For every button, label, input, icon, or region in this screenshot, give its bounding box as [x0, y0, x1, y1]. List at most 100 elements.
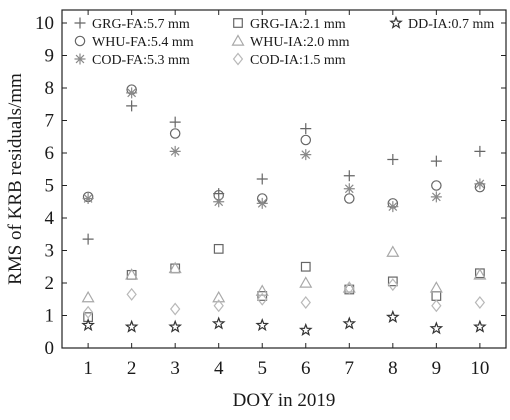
legend-label: GRG-IA:2.1 mm: [250, 17, 346, 32]
data-point-star: [81, 318, 95, 332]
series-circle: [82, 84, 486, 209]
legend-item: DD-IA:0.7 mm: [389, 15, 494, 32]
legend-marker-star: [389, 15, 403, 29]
data-point-circle: [169, 128, 181, 139]
data-point-asterisk: [300, 149, 312, 161]
y-tick-label: 5: [45, 176, 55, 197]
data-point-triangle: [212, 290, 226, 303]
data-point-plus: [82, 233, 94, 245]
data-point-asterisk: [82, 193, 94, 204]
legend-label: WHU-IA:2.0 mm: [250, 35, 350, 50]
data-point-star: [473, 319, 487, 333]
x-tick-label: 3: [170, 358, 180, 379]
data-point-square: [213, 243, 224, 254]
data-point-star: [342, 316, 357, 330]
y-tick-label: 0: [45, 338, 55, 359]
y-tick-label: 7: [45, 111, 55, 132]
plot-frame: [61, 9, 507, 349]
data-point-asterisk: [126, 87, 138, 99]
data-point-triangle: [125, 268, 139, 280]
x-tick-label: 4: [214, 358, 224, 379]
data-point-diamond: [126, 287, 137, 301]
legend-marker-diamond: [232, 52, 244, 66]
data-point-triangle: [429, 281, 443, 293]
data-point-diamond: [170, 302, 181, 316]
y-tick-label: 1: [45, 306, 55, 327]
legend-item: COD-IA:1.5 mm: [232, 52, 346, 68]
legend: GRG-FA:5.7 mm WHU-FA:5.4 mm COD-FA:5.3 mm G…: [74, 15, 494, 68]
data-point-plus: [300, 123, 312, 135]
data-point-star: [385, 309, 400, 323]
legend-marker-triangle: [231, 34, 245, 46]
ticks-layer: 0 1 2 3 4 5 6 7 8 9 10 1 2 3 4 5 6 7 8 9 10: [35, 10, 506, 379]
y-tick-label: 10: [35, 13, 54, 34]
x-tick-label: 7: [345, 358, 355, 379]
data-point-square: [257, 291, 268, 301]
data-point-star: [211, 316, 226, 330]
data-point-plus: [126, 100, 138, 112]
y-axis-title: RMS of KRB residuals/mm: [5, 73, 26, 285]
data-point-circle: [431, 180, 442, 191]
data-point-star: [429, 321, 444, 335]
y-tick-label: 8: [45, 78, 55, 99]
legend-item: GRG-FA:5.7 mm: [74, 17, 190, 32]
data-point-plus: [343, 170, 355, 182]
data-point-diamond: [344, 281, 355, 295]
data-point-asterisk: [474, 178, 486, 190]
data-point-diamond: [257, 292, 268, 306]
data-point-star: [124, 319, 139, 333]
data-point-asterisk: [343, 183, 355, 195]
data-point-plus: [169, 116, 181, 128]
legend-item: WHU-FA:5.4 mm: [74, 35, 194, 50]
legend-label: DD-IA:0.7 mm: [408, 17, 494, 32]
data-point-triangle: [255, 284, 269, 296]
legend-marker-square: [233, 18, 243, 28]
data-point-square: [431, 291, 442, 301]
data-point-square: [300, 261, 311, 272]
y-tick-label: 6: [45, 143, 55, 164]
data-point-star: [298, 322, 313, 336]
data-point-triangle: [168, 261, 182, 274]
legend-marker-plus: [74, 17, 86, 29]
legend-label: GRG-FA:5.7 mm: [92, 17, 190, 32]
data-point-triangle: [386, 245, 400, 257]
x-tick-label: 2: [127, 358, 137, 379]
data-point-plus: [474, 145, 486, 157]
x-tick-label: 5: [257, 358, 267, 379]
data-point-diamond: [300, 296, 311, 309]
data-point-asterisk: [256, 197, 268, 209]
data-point-star: [255, 318, 270, 332]
data-point-asterisk: [169, 145, 181, 157]
legend-item: COD-FA:5.3 mm: [74, 53, 190, 68]
data-point-diamond: [387, 278, 398, 292]
data-point-triangle: [81, 290, 95, 303]
data-point-plus: [387, 154, 399, 165]
y-tick-label: 3: [45, 241, 55, 262]
data-point-triangle: [473, 268, 487, 280]
data-point-star: [168, 319, 183, 333]
series-star: [81, 309, 487, 336]
legend-marker-circle: [74, 35, 86, 47]
legend-item: GRG-IA:2.1 mm: [233, 17, 346, 32]
legend-item: WHU-IA:2.0 mm: [231, 34, 350, 50]
series-asterisk: [82, 87, 486, 213]
y-tick-label: 4: [45, 208, 55, 229]
legend-label: WHU-FA:5.4 mm: [92, 35, 194, 50]
x-tick-label: 1: [83, 358, 93, 379]
legend-marker-asterisk: [74, 53, 86, 65]
data-point-diamond: [474, 296, 486, 309]
points-layer: [81, 84, 487, 336]
data-point-asterisk: [430, 191, 442, 203]
data-point-triangle: [299, 276, 313, 288]
legend-label: COD-IA:1.5 mm: [250, 53, 346, 68]
y-tick-label: 9: [45, 46, 55, 67]
data-point-square: [387, 276, 398, 287]
x-tick-label: 10: [470, 358, 489, 379]
data-point-plus: [256, 173, 268, 185]
x-axis-title: DOY in 2019: [233, 390, 336, 411]
y-tick-label: 2: [45, 273, 55, 294]
data-point-plus: [430, 155, 442, 167]
x-tick-label: 9: [432, 358, 442, 379]
data-point-circle: [300, 134, 312, 146]
